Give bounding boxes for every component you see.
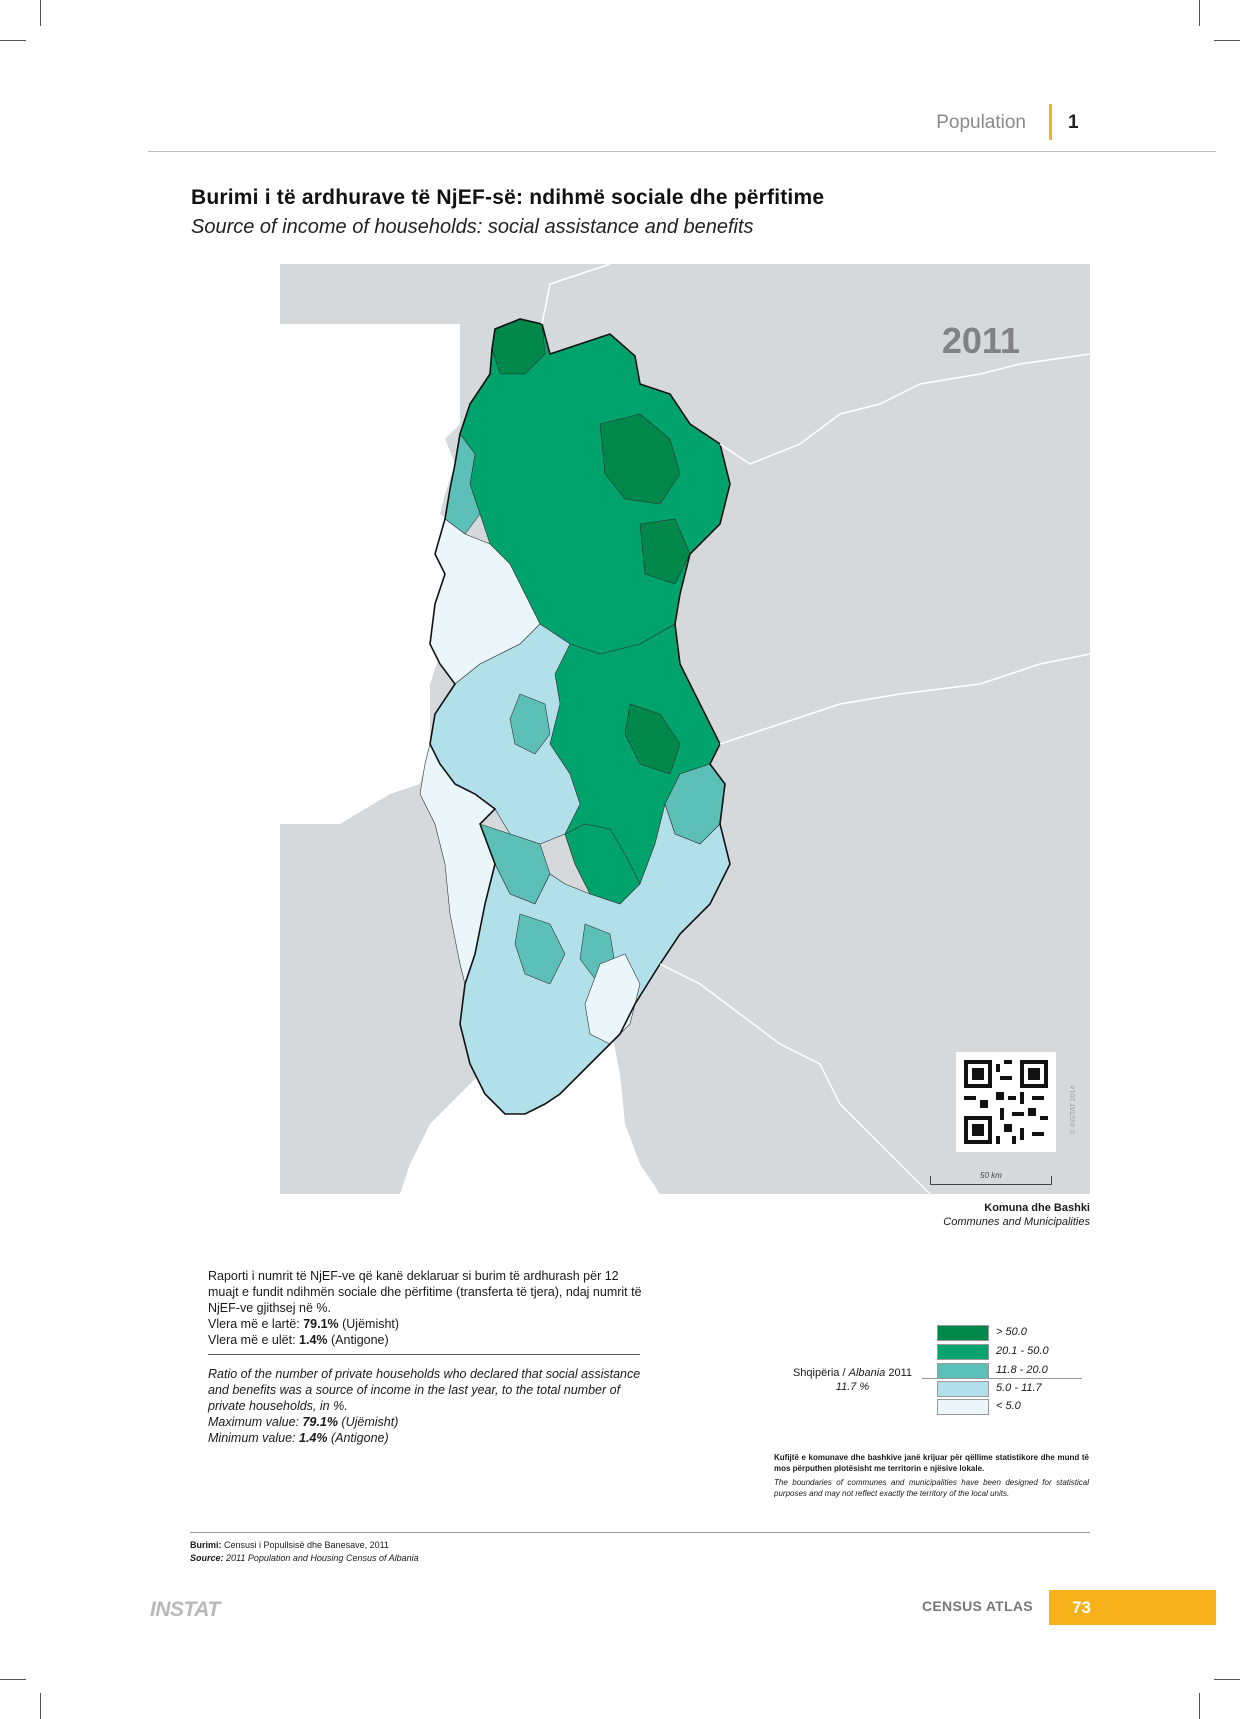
legend-label: 20.1 - 50.0 — [996, 1345, 1049, 1357]
crop-mark — [0, 40, 26, 41]
page-number: 73 — [1072, 1598, 1091, 1617]
note-albanian: Kufijtë e komunave dhe bashkive janë kri… — [774, 1453, 1089, 1473]
description-english: Ratio of the number of private household… — [208, 1366, 648, 1446]
national-value-line — [922, 1378, 1082, 1379]
source-albanian: Burimi: Censusi i Popullsisë dhe Banesav… — [190, 1540, 389, 1550]
section-title: Population — [936, 112, 1026, 133]
scale-bar — [930, 1176, 1052, 1185]
crop-mark — [40, 0, 41, 26]
page-title-albanian: Burimi i të ardhurave të NjEF-së: ndihmë… — [191, 186, 825, 209]
legend-swatch — [937, 1381, 989, 1397]
max-value-albanian: Vlera më e lartë: 79.1% (Ujëmisht) — [208, 1317, 400, 1331]
min-value-english: Minimum value: 1.4% (Antigone) — [208, 1431, 389, 1445]
crop-mark — [40, 1693, 41, 1719]
page-number-box — [1049, 1590, 1216, 1625]
scale-label: 50 km — [980, 1171, 1002, 1180]
crop-mark — [1199, 1693, 1200, 1719]
description-english-text: Ratio of the number of private household… — [208, 1367, 641, 1413]
copyright: © INSTAT 2014 — [1070, 1085, 1077, 1134]
qr-code[interactable] — [956, 1052, 1056, 1152]
units-english: Communes and Municipalities — [943, 1216, 1090, 1228]
description-divider — [208, 1354, 640, 1355]
chapter-number: 1 — [1068, 112, 1079, 133]
legend-label: 11.8 - 20.0 — [996, 1364, 1048, 1376]
atlas-title: CENSUS ATLAS — [922, 1598, 1033, 1614]
source-english: Source: 2011 Population and Housing Cens… — [190, 1553, 419, 1563]
crop-mark — [0, 1679, 26, 1680]
crop-mark — [1214, 40, 1240, 41]
header-divider — [1049, 104, 1052, 140]
map-year: 2011 — [941, 320, 1020, 361]
legend-label: < 5.0 — [996, 1400, 1021, 1412]
legend-swatch — [937, 1399, 989, 1415]
header-rule — [148, 151, 1216, 152]
page-title-english: Source of income of households: social a… — [191, 216, 754, 238]
national-value-label: Shqipëria / Albania 2011 11.7 % — [785, 1366, 920, 1394]
instat-logo: INSTAT — [150, 1598, 220, 1621]
legend-swatch — [937, 1363, 989, 1379]
units-albanian: Komuna dhe Bashki — [984, 1202, 1090, 1214]
description-albanian-text: Raporti i numrit të NjEF-ve që kanë dekl… — [208, 1269, 642, 1315]
national-value: 11.7 % — [835, 1381, 870, 1393]
min-value-albanian: Vlera më e ulët: 1.4% (Antigone) — [208, 1333, 389, 1347]
legend-label: 5.0 - 11.7 — [996, 1382, 1042, 1394]
neighbour-border — [541, 264, 1090, 1194]
note-english: The boundaries of communes and municipal… — [774, 1478, 1089, 1498]
legend-swatch — [937, 1325, 989, 1341]
legend-label: > 50.0 — [996, 1326, 1027, 1338]
map-frame: 2011 50 km © INSTAT 2014 — [280, 264, 1090, 1194]
region-east-dark — [624, 703, 681, 775]
crop-mark — [1214, 1679, 1240, 1680]
max-value-english: Maximum value: 79.1% (Ujëmisht) — [208, 1415, 399, 1429]
albania-outline — [429, 318, 731, 1115]
description-albanian: Raporti i numrit të NjEF-ve që kanë dekl… — [208, 1268, 648, 1348]
footer-rule — [190, 1532, 1090, 1533]
map-svg — [280, 264, 1090, 1194]
albania-regions — [419, 318, 731, 1115]
crop-mark — [1199, 0, 1200, 26]
qr-code-icon — [964, 1060, 1048, 1144]
legend-swatch — [937, 1344, 989, 1360]
